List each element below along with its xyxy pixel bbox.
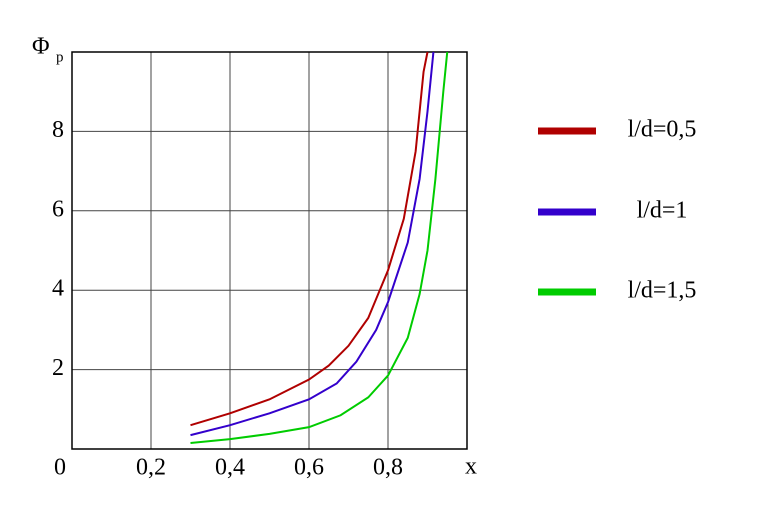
data-line — [190, 51, 429, 427]
x-tick-label: 0,8 — [373, 455, 403, 481]
data-line — [190, 51, 435, 437]
y-tick-label: 4 — [52, 276, 64, 302]
legend-label: l/d=0,5 — [628, 117, 697, 143]
x-tick-label: 0,4 — [215, 455, 245, 481]
y-axis-label: Φ — [32, 34, 50, 60]
x-tick-label: 0,2 — [136, 455, 166, 481]
legend-label: l/d=1,5 — [628, 278, 697, 304]
legend-label: l/d=1 — [637, 198, 688, 224]
plot-frame — [71, 51, 468, 450]
y-axis-label-subscript: p — [56, 49, 64, 65]
y-tick-label: 2 — [52, 355, 64, 381]
data-line — [190, 51, 449, 445]
x-axis-label: x — [465, 454, 477, 480]
x-tick-label: 0 — [54, 455, 66, 481]
y-tick-label: 8 — [52, 117, 64, 143]
y-tick-label: 6 — [52, 196, 64, 222]
x-tick-label: 0,6 — [294, 455, 324, 481]
